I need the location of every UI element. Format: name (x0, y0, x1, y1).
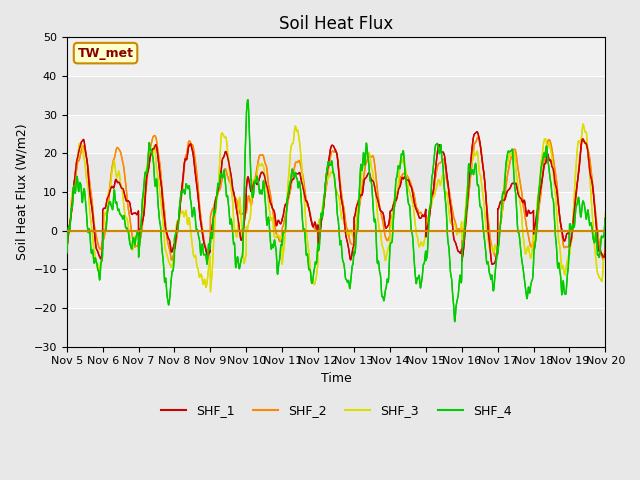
Line: SHF_1: SHF_1 (67, 132, 605, 264)
Bar (67, 115, 605, 153)
SHF_4 (602, 215, 609, 221)
SHF_1 (602, 249, 609, 254)
SHF_1 (213, 191, 221, 197)
Line: SHF_3: SHF_3 (67, 124, 605, 292)
Bar (67, 308, 605, 347)
SHF_4 (602, 244, 609, 250)
SHF_2 (550, 163, 558, 168)
SHF_3 (214, 193, 221, 199)
SHF_4 (63, 251, 70, 256)
Line: SHF_4: SHF_4 (67, 100, 605, 322)
SHF_4 (213, 187, 221, 193)
SHF_4 (388, 233, 396, 239)
SHF_3 (602, 250, 609, 256)
SHF_1 (179, 183, 186, 189)
SHF_3 (388, 211, 396, 217)
SHF_1 (488, 262, 496, 267)
Text: TW_met: TW_met (77, 47, 134, 60)
SHF_3 (398, 160, 406, 166)
Bar (67, 192, 605, 231)
Bar (67, 76, 605, 115)
SHF_3 (550, 180, 558, 186)
SHF_2 (602, 218, 609, 224)
Line: SHF_2: SHF_2 (67, 135, 605, 261)
SHF_2 (63, 241, 70, 247)
SHF_2 (168, 258, 175, 264)
X-axis label: Time: Time (321, 372, 351, 385)
SHF_2 (214, 192, 221, 198)
SHF_1 (602, 238, 609, 244)
SHF_2 (389, 211, 397, 216)
SHF_2 (179, 186, 186, 192)
SHF_3 (179, 209, 186, 215)
SHF_4 (244, 97, 252, 103)
SHF_4 (451, 319, 459, 324)
Bar (67, 269, 605, 308)
SHF_1 (388, 206, 396, 212)
SHF_2 (602, 248, 609, 254)
SHF_1 (398, 176, 406, 181)
Bar (67, 231, 605, 269)
SHF_4 (398, 152, 406, 157)
Legend: SHF_1, SHF_2, SHF_3, SHF_4: SHF_1, SHF_2, SHF_3, SHF_4 (156, 399, 516, 422)
SHF_1 (473, 129, 481, 134)
Y-axis label: Soil Heat Flux (W/m2): Soil Heat Flux (W/m2) (15, 124, 28, 260)
SHF_2 (151, 132, 159, 138)
SHF_3 (207, 289, 214, 295)
SHF_2 (398, 173, 406, 179)
SHF_4 (179, 190, 186, 196)
SHF_3 (579, 121, 587, 127)
SHF_1 (550, 176, 558, 181)
SHF_3 (63, 244, 70, 250)
SHF_4 (550, 216, 558, 221)
Title: Soil Heat Flux: Soil Heat Flux (279, 15, 393, 33)
SHF_3 (602, 210, 609, 216)
SHF_1 (63, 245, 70, 251)
Bar (67, 37, 605, 76)
Bar (67, 153, 605, 192)
